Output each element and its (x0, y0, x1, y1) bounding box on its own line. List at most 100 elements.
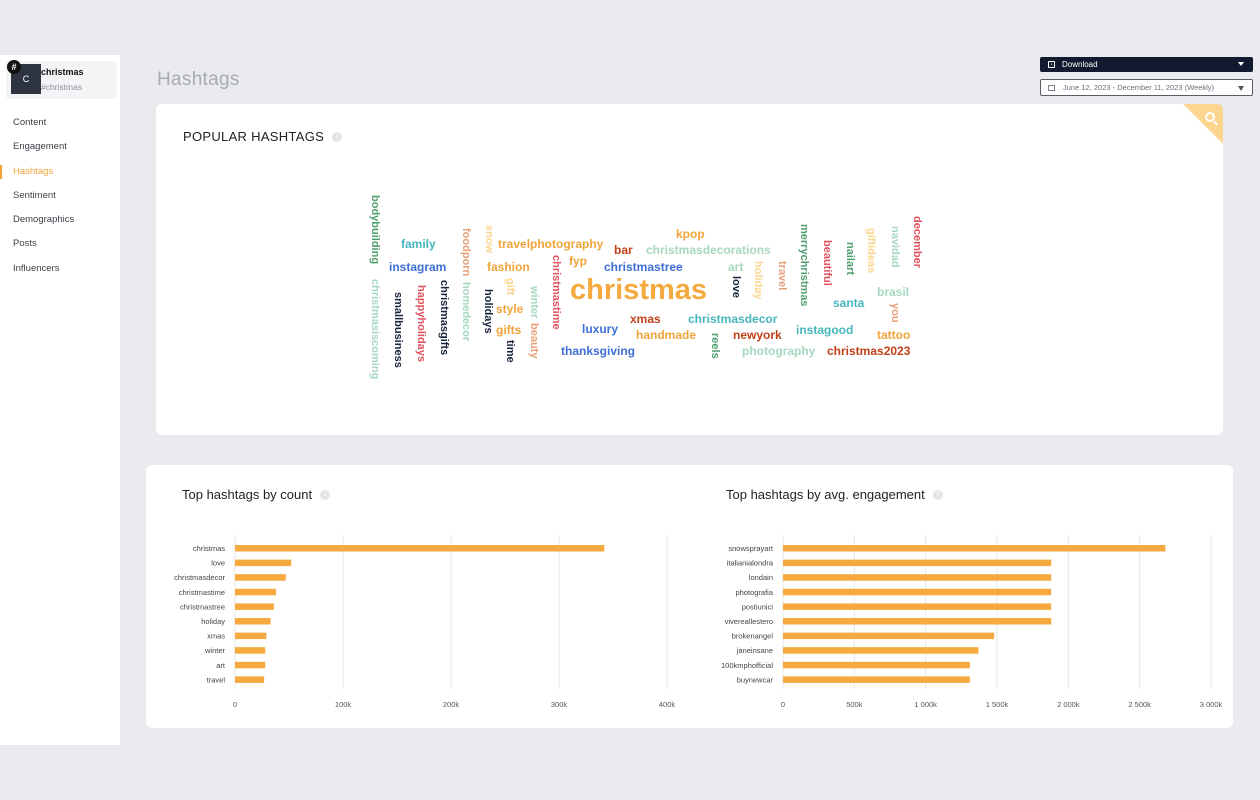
download-button[interactable]: ↓ Download (1040, 57, 1253, 72)
bar-postiunici[interactable] (783, 603, 1052, 610)
x-tick-label: 100k (335, 700, 352, 709)
charts-card: Top hashtags by count i Top hashtags by … (146, 465, 1233, 728)
hashtag-word-travel[interactable]: travel (776, 261, 788, 291)
hashtag-word-holiday[interactable]: holiday (752, 261, 764, 300)
hashtag-word-travelphotography[interactable]: travelphotography (498, 237, 604, 251)
hashtag-word-style[interactable]: style (496, 302, 524, 316)
hashtag-word-christmasgifts[interactable]: christmasgifts (438, 280, 450, 356)
bar-vivereallestero[interactable] (783, 618, 1052, 625)
bar-travel[interactable] (235, 676, 265, 683)
sidebar-item-influencers[interactable]: Influencers (13, 262, 60, 274)
word-cloud: bodybuilding christmasiscoming family insta… (156, 104, 1223, 435)
hashtag-word-navidad[interactable]: navidad (889, 226, 901, 268)
hashtag-word-gifts[interactable]: gifts (496, 323, 522, 337)
hashtag-word-brasil[interactable]: brasil (877, 285, 910, 299)
sidebar: C # christmas #christmas Content Engagem… (0, 55, 120, 745)
hashtag-word-nailart[interactable]: nailart (844, 242, 856, 276)
hashtag-word-family[interactable]: family (401, 237, 436, 251)
hashtag-word-reels[interactable]: reels (709, 333, 721, 359)
bar-snowsprayart[interactable] (783, 545, 1166, 552)
hashtag-word-christmasdecorations[interactable]: christmasdecorations (646, 243, 771, 257)
hashtag-word-thanksgiving[interactable]: thanksgiving (561, 344, 636, 358)
hashtag-word-newyork[interactable]: newyork (733, 328, 782, 342)
sidebar-item-demographics[interactable]: Demographics (13, 214, 75, 226)
sidebar-item-engagement[interactable]: Engagement (13, 141, 67, 153)
hashtag-word-christmastree[interactable]: christmastree (604, 260, 683, 274)
x-tick-label: 3 000k (1200, 700, 1223, 709)
hashtag-word-tattoo[interactable]: tattoo (877, 328, 911, 342)
hashtag-word-christmastime[interactable]: christmastime (550, 255, 562, 330)
hashtag-word-art[interactable]: art (728, 260, 744, 274)
bar-janeinsane[interactable] (783, 647, 979, 654)
hashtag-word-photography[interactable]: photography (742, 344, 816, 358)
hashtag-word-santa[interactable]: santa (833, 296, 865, 310)
bar-winter[interactable] (235, 647, 266, 654)
hashtag-word-instagood[interactable]: instagood (796, 323, 854, 337)
hashtag-word-gift[interactable]: gift (504, 278, 516, 296)
info-icon[interactable]: i (320, 489, 331, 500)
bar-christmastree[interactable] (235, 603, 274, 610)
hashtag-word-christmas2023[interactable]: christmas2023 (827, 344, 911, 358)
info-icon[interactable]: i (932, 489, 943, 500)
bar-photografia[interactable] (783, 588, 1052, 596)
hashtag-word-bodybuilding[interactable]: bodybuilding (369, 195, 381, 265)
hashtag-word-xmas[interactable]: xmas (630, 312, 661, 326)
date-range-label: June 12, 2023 - December 11, 2023 (Weekl… (1063, 83, 1215, 92)
bar-italianialondra[interactable] (783, 559, 1052, 567)
bar-christmasdecor[interactable] (235, 574, 286, 581)
sidebar-item-posts[interactable]: Posts (13, 238, 37, 250)
page-title: Hashtags (157, 69, 240, 90)
sidebar-item-content[interactable]: Content (13, 117, 47, 128)
bar-buynewcar[interactable] (783, 676, 970, 683)
sidebar-item-sentiment[interactable]: Sentiment (13, 189, 56, 201)
bar-art[interactable] (235, 661, 266, 669)
hashtag-word-christmasdecor[interactable]: christmasdecor (688, 312, 778, 326)
hashtag-word-fyp[interactable]: fyp (569, 254, 587, 268)
popular-hashtags-title-text: POPULAR HASHTAGS (183, 129, 325, 144)
hashtag-word-beautiful[interactable]: beautiful (821, 240, 833, 286)
hashtag-word-snow[interactable]: snow (483, 225, 495, 254)
bar-100kmphofficial[interactable] (783, 661, 970, 669)
info-icon[interactable]: i (332, 131, 343, 142)
profile-card[interactable]: C # christmas #christmas (6, 60, 117, 99)
bar-christmastime[interactable] (235, 588, 277, 596)
hashtag-word-christmasiscoming[interactable]: christmasiscoming (369, 279, 381, 380)
hashtag-word-foodporn[interactable]: foodporn (460, 228, 472, 277)
hashtag-word-beauty[interactable]: beauty (528, 323, 540, 359)
hashtag-word-time[interactable]: time (504, 340, 516, 363)
hashtag-word-kpop[interactable]: kpop (676, 227, 705, 241)
download-icon: ↓ (1048, 61, 1055, 68)
hashtag-word-you[interactable]: you (889, 303, 901, 323)
category-label: christmastree (180, 602, 225, 611)
category-label: christmasdecor (174, 573, 225, 582)
x-tick-label: 500k (846, 700, 863, 709)
bar-xmas[interactable] (235, 632, 267, 640)
category-label: londain (749, 573, 773, 582)
hashtag-word-december[interactable]: december (911, 216, 923, 268)
date-range-select[interactable]: June 12, 2023 - December 11, 2023 (Weekl… (1040, 79, 1253, 96)
hashtag-word-smallbusiness[interactable]: smallbusiness (392, 292, 404, 368)
bar-love[interactable] (235, 559, 292, 567)
hashtag-word-giftideas[interactable]: giftideas (865, 228, 877, 274)
hashtag-word-instagram[interactable]: instagram (389, 260, 447, 274)
count-chart-title-text: Top hashtags by count (182, 487, 313, 502)
search-icon[interactable] (1205, 112, 1215, 122)
bar-brokenangel[interactable] (783, 632, 995, 640)
hashtag-word-happyholidays[interactable]: happyholidays (415, 285, 427, 363)
hashtag-word-bar[interactable]: bar (614, 243, 633, 257)
hashtag-word-winter[interactable]: winter (528, 286, 540, 319)
hashtag-word-merrychristmas[interactable]: merrychristmas (798, 224, 810, 307)
hashtag-word-christmas[interactable]: christmas (570, 274, 708, 306)
hashtag-word-fashion[interactable]: fashion (487, 260, 530, 274)
category-label: love (211, 559, 225, 568)
bar-christmas[interactable] (235, 545, 605, 552)
x-tick-label: 400k (659, 700, 676, 709)
hashtag-word-homedecor[interactable]: homedecor (460, 282, 472, 342)
hashtag-word-luxury[interactable]: luxury (582, 322, 619, 336)
hashtag-word-holidays[interactable]: holidays (482, 289, 494, 334)
bar-londain[interactable] (783, 574, 1052, 581)
sidebar-item-hashtags[interactable]: Hashtags (0, 160, 120, 184)
hashtag-word-love[interactable]: love (730, 276, 742, 299)
bar-holiday[interactable] (235, 618, 271, 625)
hashtag-word-handmade[interactable]: handmade (636, 328, 697, 342)
